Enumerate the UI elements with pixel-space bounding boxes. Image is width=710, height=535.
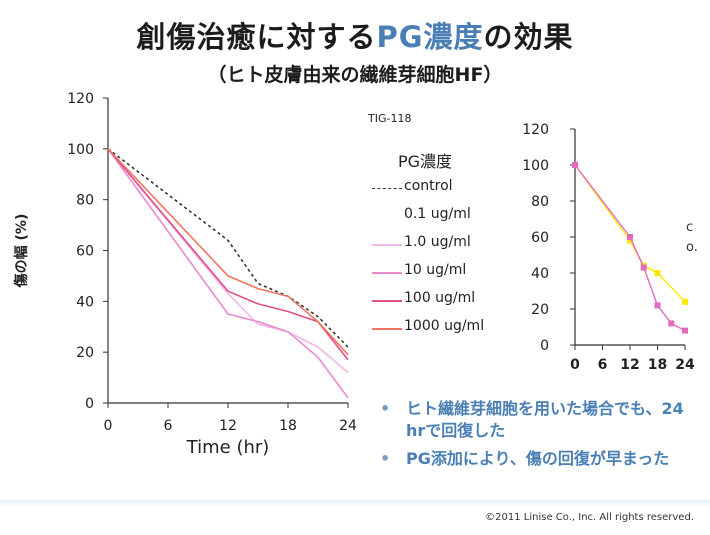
y-tick-label: 0 [85, 396, 94, 412]
x-tick-label: 0 [570, 357, 580, 373]
legend-ref-code: TIG-118 [368, 112, 412, 125]
legend-swatch [372, 244, 402, 246]
legend-label: 1.0 ug/ml [404, 234, 471, 250]
copyright: ©2011 Linise Co., Inc. All rights reserv… [485, 512, 694, 523]
series-line [107, 148, 349, 361]
bullet-text: ヒト繊維芽細胞を用いた場合でも、24 hrで回復した [406, 399, 684, 440]
y-tick-label: 100 [67, 142, 94, 158]
legend-label: 1000 ug/ml [404, 318, 485, 334]
series-point [572, 162, 578, 168]
y-tick-label: 20 [531, 302, 549, 318]
series-point [682, 327, 688, 334]
legend-swatch [372, 328, 402, 330]
legend-label: 100 ug/ml [404, 290, 476, 306]
bullet-item: • PG添加により、傷の回復が早まった [380, 448, 700, 470]
legend-label: 10 ug/ml [404, 262, 467, 278]
bullet-dot: • [380, 449, 391, 468]
y-tick-label: 40 [531, 266, 549, 282]
series-point [668, 320, 675, 327]
footer-band [0, 500, 710, 508]
legend-swatch [372, 300, 402, 302]
series-line [107, 148, 349, 356]
y-tick-label: 40 [76, 294, 94, 310]
y-tick-label: 120 [67, 91, 94, 107]
main-chart: 0 20 40 60 80 100 120 0 6 12 18 24 Time (hr) 傷の幅 (%) [13, 91, 357, 458]
y-axis-label: 傷の幅 (%) [13, 214, 30, 289]
x-tick-label: 12 [620, 357, 639, 373]
title-part-1: 創傷治癒に対する [136, 20, 377, 54]
series-point [654, 270, 661, 276]
legend-swatch [372, 188, 402, 189]
y-tick-label: 120 [522, 122, 549, 138]
side-chart: 0 20 40 60 80 100 120 0 6 12 18 24 [522, 122, 695, 373]
x-tick-label: 0 [104, 418, 113, 434]
y-tick-label: 20 [76, 345, 94, 361]
legend-label: 0.1 ug/ml [404, 206, 471, 222]
y-tick-label: 60 [76, 244, 94, 260]
y-tick-label: 80 [76, 193, 94, 209]
x-tick-label: 24 [675, 357, 695, 373]
y-tick-label: 60 [531, 230, 549, 246]
legend-title: PG濃度 [398, 152, 453, 171]
series-point [627, 237, 633, 244]
series-point [654, 302, 661, 309]
x-tick-label: 24 [339, 418, 357, 434]
x-tick-label: 12 [219, 418, 237, 434]
series-point [627, 234, 633, 240]
x-tick-label: 6 [598, 357, 608, 373]
series-point [640, 264, 647, 271]
y-tick-label: 80 [531, 194, 549, 210]
series-point [682, 298, 688, 305]
side-cut-line-2: o. [686, 240, 698, 255]
slide-subtitle: （ヒト皮膚由来の繊維芽細胞HF） [207, 64, 503, 86]
bullet-list: • ヒト繊維芽細胞を用いた場合でも、24 hrで回復した • PG添加により、傷の回… [380, 398, 700, 476]
x-tick-label: 6 [164, 418, 173, 434]
x-tick-label: 18 [279, 418, 297, 434]
y-tick-label: 100 [522, 158, 549, 174]
slide-title: 創傷治癒に対するPG濃度の効果 [0, 14, 710, 56]
title-part-2: の効果 [483, 20, 574, 54]
series-line [107, 148, 349, 399]
x-axis-label: Time (hr) [186, 437, 270, 458]
bullet-text: PG添加により、傷の回復が早まった [406, 449, 670, 468]
legend-label: control [404, 178, 453, 194]
title-highlight: PG濃度 [376, 20, 484, 54]
bullet-item: • ヒト繊維芽細胞を用いた場合でも、24 hrで回復した [380, 398, 700, 442]
series-line [574, 164, 686, 332]
side-cut-line-1: c [686, 220, 694, 235]
x-tick-label: 18 [648, 357, 667, 373]
legend-swatch [372, 272, 402, 274]
side-chart-cut-text: c o. [686, 218, 698, 258]
y-tick-label: 0 [540, 338, 549, 354]
bullet-dot: • [380, 399, 391, 418]
series-line [107, 148, 349, 374]
